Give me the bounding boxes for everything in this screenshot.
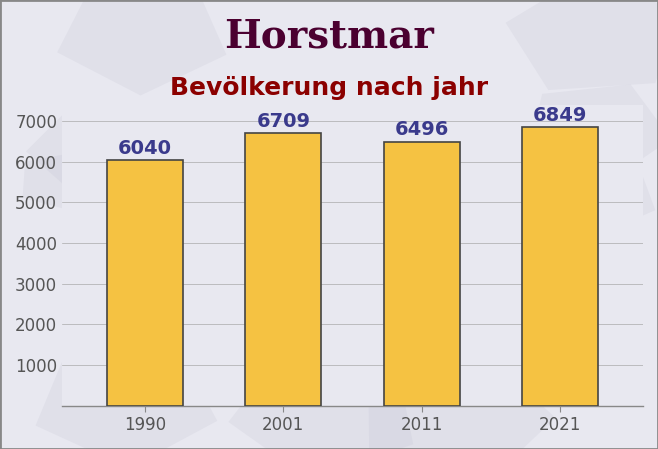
Bar	[384, 141, 460, 405]
Bar	[245, 133, 321, 405]
Bar	[522, 127, 598, 405]
Text: 6040: 6040	[118, 139, 172, 158]
Text: 6849: 6849	[533, 106, 587, 125]
Text: Bevölkerung nach jahr: Bevölkerung nach jahr	[170, 76, 488, 100]
Bar	[107, 160, 183, 405]
Text: 6709: 6709	[257, 112, 311, 131]
Text: Horstmar: Horstmar	[224, 18, 434, 56]
Text: 6496: 6496	[395, 120, 449, 139]
